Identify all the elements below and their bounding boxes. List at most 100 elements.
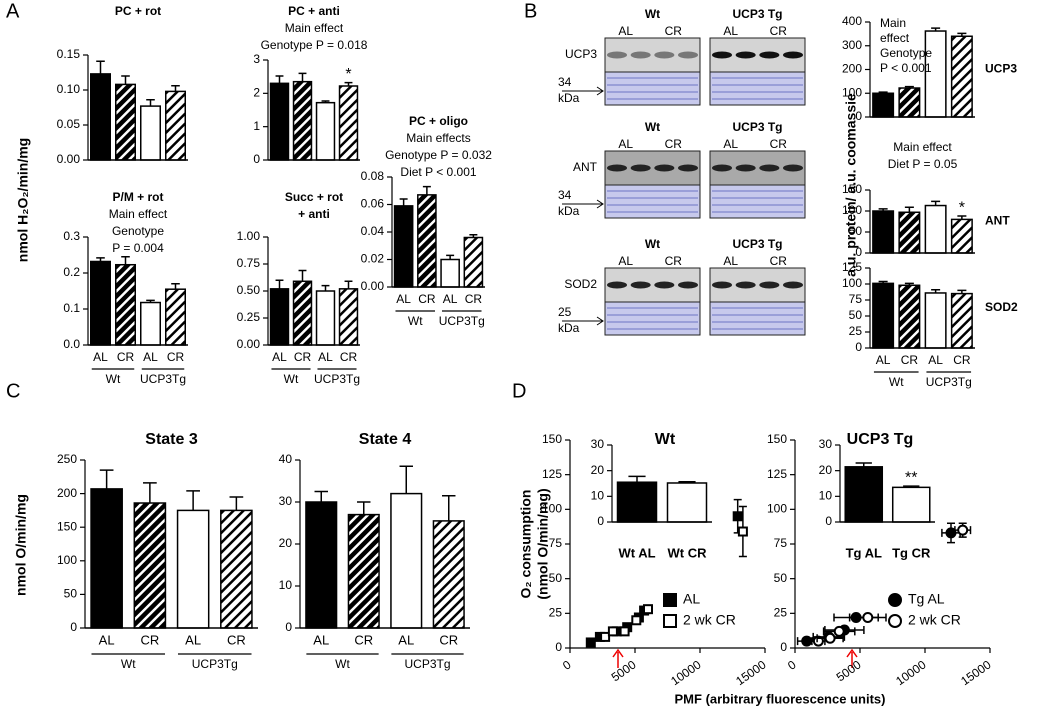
legend-swatch <box>663 614 677 628</box>
blot-marker: kDa <box>558 321 580 335</box>
coomassie-panel <box>709 71 806 106</box>
y-tick-label: 125 <box>767 467 787 481</box>
coomassie-stripe <box>712 211 803 213</box>
point <box>957 524 969 536</box>
y-tick-label: 25 <box>849 324 863 338</box>
y-tick-label: 0.75 <box>237 256 261 270</box>
x-tick-label: CR <box>354 632 373 647</box>
legend-label: 2 wk CR <box>683 612 736 628</box>
x-tick-label: CR <box>418 292 436 306</box>
error-bar <box>344 81 353 86</box>
y-tick-label: 150 <box>842 182 862 196</box>
y-tick-label: 75 <box>774 536 788 550</box>
error-bar <box>314 490 328 502</box>
error-bar <box>628 475 646 483</box>
x-tick-label: CR <box>140 632 159 647</box>
bar <box>898 87 921 118</box>
legend-label: AL <box>683 591 700 607</box>
point <box>631 615 642 626</box>
y-tick-label: 0.25 <box>237 310 261 324</box>
coomassie-stripe <box>607 84 698 86</box>
x-tick-label: 10000 <box>893 657 929 688</box>
annotation: effect <box>880 31 910 45</box>
blot-lane: CR <box>665 254 683 268</box>
x-tick-label: CR <box>340 350 358 364</box>
chart-title: PC + rot <box>115 4 161 18</box>
error-bar <box>357 501 371 515</box>
y-tick-label: 0 <box>70 620 77 634</box>
y-tick-label: 0.06 <box>361 197 385 211</box>
x-tick-label: Wt CR <box>668 545 708 560</box>
y-tick-label: 40 <box>279 452 293 466</box>
y-tick-label: 125 <box>542 467 562 481</box>
y-axis-label: O₂ consumption <box>518 490 534 599</box>
point <box>643 604 653 615</box>
panel-label: D <box>512 380 526 402</box>
x-tick-label: 5000 <box>834 657 864 684</box>
annotation: Genotype P = 0.032 <box>385 148 492 162</box>
y-tick-label: 150 <box>542 432 562 446</box>
coomassie-stripe <box>712 314 803 316</box>
blot-band <box>654 281 675 289</box>
y-tick-label: 50 <box>849 224 863 238</box>
y-tick-label: 150 <box>57 519 77 533</box>
bar <box>872 282 895 349</box>
point <box>833 625 845 637</box>
y-tick-label: 0.1 <box>63 301 80 315</box>
bar <box>305 501 338 629</box>
y-tick-label: 0 <box>780 640 787 654</box>
bar <box>924 292 947 349</box>
bar <box>898 284 921 349</box>
bar <box>393 205 414 288</box>
chart-title: P/M + rot <box>112 190 163 204</box>
side-label: ANT <box>985 214 1010 228</box>
blot-group: Wt <box>645 120 660 134</box>
blot-lane: AL <box>618 137 633 151</box>
error-bar <box>171 283 180 290</box>
group-label: UCP3Tg <box>439 314 485 328</box>
blot-band <box>759 51 780 59</box>
error-bar <box>446 254 455 260</box>
group-label: UCP3Tg <box>140 372 186 386</box>
error-bar <box>186 490 200 511</box>
coomassie-stripe <box>607 197 698 199</box>
blot-band <box>607 51 627 59</box>
blot-lane: AL <box>618 254 633 268</box>
blot-group: UCP3 Tg <box>732 120 782 134</box>
y-tick-label: 0 <box>855 245 862 259</box>
chart-title: Succ + rot <box>285 190 343 204</box>
x-tick-label: CR <box>117 350 135 364</box>
bar <box>616 481 658 523</box>
error-bar <box>171 85 180 92</box>
marker-arrow <box>562 86 604 96</box>
bar <box>133 502 167 629</box>
x-tick-label: CR <box>167 350 185 364</box>
marker-arrow <box>562 316 604 326</box>
y-tick-label: 30 <box>819 437 833 451</box>
blot-band <box>678 164 698 172</box>
bar <box>950 218 973 254</box>
bar <box>390 492 423 629</box>
x-tick-label: 5000 <box>609 657 639 684</box>
annotation: Genotype <box>880 46 932 60</box>
legend-label: 2 wk CR <box>908 612 961 628</box>
x-tick-label: AL <box>876 353 891 367</box>
bar <box>898 211 921 254</box>
error-bar <box>399 465 413 494</box>
bar <box>269 288 290 346</box>
y-tick-label: 0.00 <box>237 337 261 351</box>
bar <box>115 83 136 161</box>
error-bar <box>957 32 967 37</box>
y-tick-label: 10 <box>591 489 605 503</box>
chart-title: Wt <box>655 431 676 448</box>
x-tick-label: CR <box>901 353 919 367</box>
error-bar <box>903 485 920 488</box>
blot-group: UCP3 Tg <box>732 237 782 251</box>
error-bar <box>298 72 307 82</box>
bar <box>432 520 465 629</box>
y-tick-label: 300 <box>842 38 862 52</box>
annotation: Main effect <box>893 140 952 154</box>
blot-band <box>783 51 803 59</box>
y-tick-label: 125 <box>842 260 862 274</box>
